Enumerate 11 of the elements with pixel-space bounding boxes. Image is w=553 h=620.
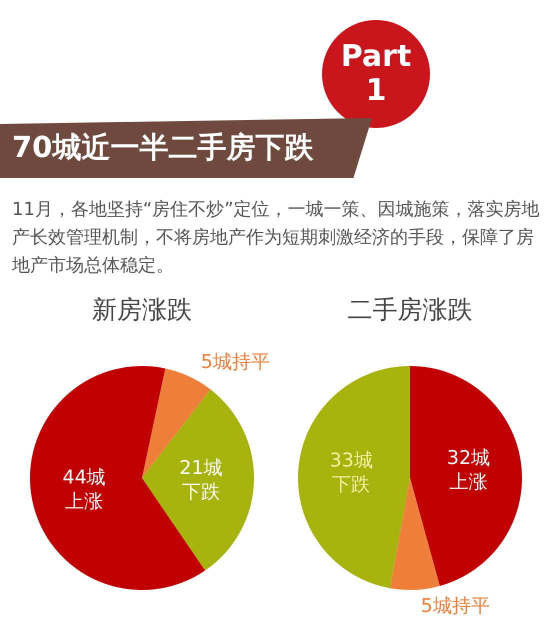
- text: 70城近一半二手房下跌: [0, 118, 372, 178]
- chart-title: 二手房涨跌: [348, 295, 472, 324]
- chart-title: 新房涨跌: [92, 295, 192, 324]
- data-label: 33城下跌: [330, 450, 373, 496]
- data-label: 32城上涨: [446, 447, 490, 494]
- data-label: 44城上涨: [62, 466, 106, 512]
- text: Part 1: [340, 39, 412, 108]
- text: 11月，各地坚持“房住不炒”定位，一城一策、因城施策，落实房地产长效管理机制，不将房地产作为短期刺激经济的手段，保障了房地产市场总体稳定。: [12, 198, 541, 278]
- data-label: 21城下跌: [179, 456, 223, 503]
- data-label: 5城持平: [420, 594, 490, 617]
- data-label: 5城持平: [200, 350, 270, 373]
